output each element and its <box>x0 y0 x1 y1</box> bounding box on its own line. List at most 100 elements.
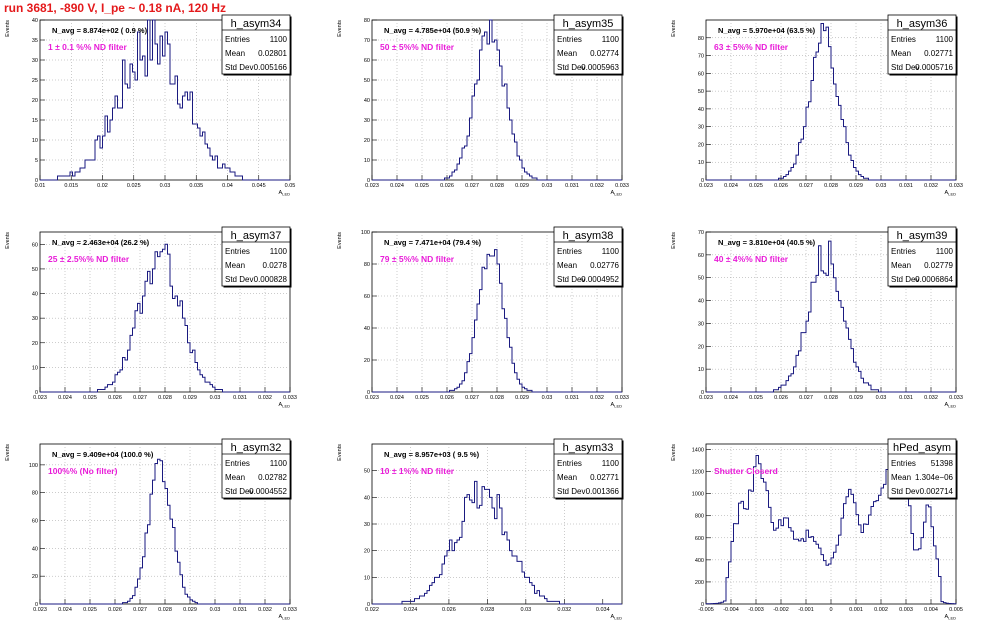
x-axis-subscript: LED <box>948 616 956 621</box>
y-axis-title: Events <box>337 444 343 461</box>
x-tick-label: 0.027 <box>799 183 813 189</box>
y-tick-label: 1000 <box>692 492 704 498</box>
y-tick-label: 40 <box>698 107 704 113</box>
stats-box <box>553 438 623 499</box>
navg-label: N_avg = 8.957e+03 ( 9.5 %) <box>384 450 480 459</box>
x-axis-subscript: LED <box>614 404 622 409</box>
stats-value-entries: 1100 <box>936 35 954 44</box>
navg-label: N_avg = 9.409e+04 (100.0 %) <box>52 450 154 459</box>
x-tick-label: 0.03 <box>876 183 887 189</box>
x-axis-title: ALED <box>945 614 957 621</box>
y-tick-label: 40 <box>364 326 370 332</box>
stats-box <box>221 438 291 499</box>
x-tick-label: 0.026 <box>440 183 454 189</box>
y-tick-label: 0 <box>367 602 370 608</box>
x-tick-label: 0.024 <box>58 607 72 613</box>
filter-annotation: 100%% (No filter) <box>48 466 118 476</box>
x-tick-label: 0.024 <box>404 607 418 613</box>
y-tick-label: 0 <box>35 178 38 184</box>
stats-value-std_dev: 0.005166 <box>254 63 288 72</box>
histogram-line <box>372 249 622 393</box>
y-tick-label: 60 <box>364 294 370 300</box>
stats-value-std_dev: 0.000828 <box>254 275 288 284</box>
stats-label-mean: Mean <box>557 49 577 58</box>
x-tick-label: 0.027 <box>799 395 813 401</box>
histogram-panel-h_asym37: 0.023 0.024 0.025 0.026 0.027 0.028 0.029 0.03 0… <box>5 226 297 409</box>
x-tick-label: 0.032 <box>590 183 604 189</box>
histogram-panel-h_asym33: 0.022 0.024 0.026 0.028 0.03 0.032 0.034 0 10 20 3… <box>337 438 624 621</box>
y-tick-label: 40 <box>32 546 38 552</box>
stats-title: h_asym33 <box>563 442 614 454</box>
y-axis-title: Events <box>5 20 11 37</box>
x-axis-title: ALED <box>611 614 623 621</box>
x-tick-label: 0.029 <box>515 395 529 401</box>
stats-label-std_dev: Std Dev <box>891 275 919 284</box>
y-tick-label: 20 <box>364 549 370 555</box>
x-tick-label: 0.027 <box>133 607 147 613</box>
x-tick-label: 0.022 <box>365 607 379 613</box>
stats-label-std_dev: Std Dev <box>225 487 253 496</box>
x-tick-label: 0.025 <box>415 395 429 401</box>
x-tick-label: 0.025 <box>749 395 763 401</box>
x-tick-label: 0.004 <box>924 607 938 613</box>
stats-label-std_dev: Std Dev <box>557 487 585 496</box>
x-tick-label: 0.03 <box>876 395 887 401</box>
y-tick-label: 80 <box>698 36 704 42</box>
x-tick-label: 0.029 <box>849 395 863 401</box>
x-tick-label: 0.024 <box>390 183 404 189</box>
stats-value-std_dev: 0.0006864 <box>915 275 953 284</box>
x-tick-label: 0.031 <box>899 183 913 189</box>
stats-value-std_dev: 0.002714 <box>920 487 954 496</box>
x-tick-label: 0.003 <box>899 607 913 613</box>
x-tick-label: 0.03 <box>160 183 171 189</box>
x-tick-label: 0.028 <box>490 395 504 401</box>
stats-value-mean: 0.0278 <box>263 261 288 270</box>
y-tick-label: 30 <box>32 316 38 322</box>
x-tick-label: 0.023 <box>699 395 713 401</box>
x-tick-label: 0.002 <box>874 607 888 613</box>
y-tick-label: 50 <box>364 469 370 475</box>
stats-value-mean: 0.02779 <box>924 261 953 270</box>
filter-annotation: 63 ± 5%% ND filter <box>714 42 789 52</box>
x-tick-label: 0.031 <box>233 607 247 613</box>
x-tick-label: -0.004 <box>723 607 739 613</box>
x-tick-label: 0.02 <box>97 183 108 189</box>
y-tick-label: 5 <box>35 158 38 164</box>
stats-value-std_dev: 0.001366 <box>586 487 620 496</box>
stats-title: h_asym39 <box>897 230 948 242</box>
x-tick-label: 0.026 <box>774 183 788 189</box>
stats-label-entries: Entries <box>225 247 250 256</box>
y-tick-label: 50 <box>32 267 38 273</box>
y-tick-label: 10 <box>698 160 704 166</box>
stats-value-entries: 1100 <box>936 247 954 256</box>
x-tick-label: 0.026 <box>440 395 454 401</box>
stats-title: h_asym34 <box>231 18 282 30</box>
x-tick-label: 0.031 <box>565 183 579 189</box>
x-tick-label: 0.029 <box>849 183 863 189</box>
stats-box <box>221 226 291 287</box>
histogram-panel-h_asym38: 0.023 0.024 0.025 0.026 0.027 0.028 0.029 0.03 0… <box>337 226 629 409</box>
x-tick-label: 0.03 <box>210 607 221 613</box>
stats-title: h_asym38 <box>563 230 614 242</box>
x-tick-label: 0.033 <box>283 607 297 613</box>
x-tick-label: 0.028 <box>158 607 172 613</box>
y-tick-label: 30 <box>698 321 704 327</box>
navg-label: N_avg = 3.810e+04 (40.5 %) <box>718 238 816 247</box>
x-axis-title: ALED <box>279 190 291 197</box>
x-axis-title: ALED <box>945 190 957 197</box>
y-tick-label: 10 <box>364 575 370 581</box>
stats-label-entries: Entries <box>557 459 582 468</box>
y-tick-label: 30 <box>364 118 370 124</box>
filter-annotation: 1 ± 0.1 %% ND filter <box>48 42 128 52</box>
stats-label-entries: Entries <box>557 247 582 256</box>
x-tick-label: 0.023 <box>33 607 47 613</box>
x-tick-label: 0.03 <box>542 395 553 401</box>
x-tick-label: 0.024 <box>58 395 72 401</box>
y-tick-label: 10 <box>364 158 370 164</box>
y-tick-label: 70 <box>698 230 704 236</box>
stats-label-std_dev: Std Dev <box>891 63 919 72</box>
x-tick-label: 0.025 <box>83 395 97 401</box>
stats-label-std_dev: Std Dev <box>225 63 253 72</box>
y-tick-label: 60 <box>32 519 38 525</box>
x-tick-label: 0.026 <box>442 607 456 613</box>
